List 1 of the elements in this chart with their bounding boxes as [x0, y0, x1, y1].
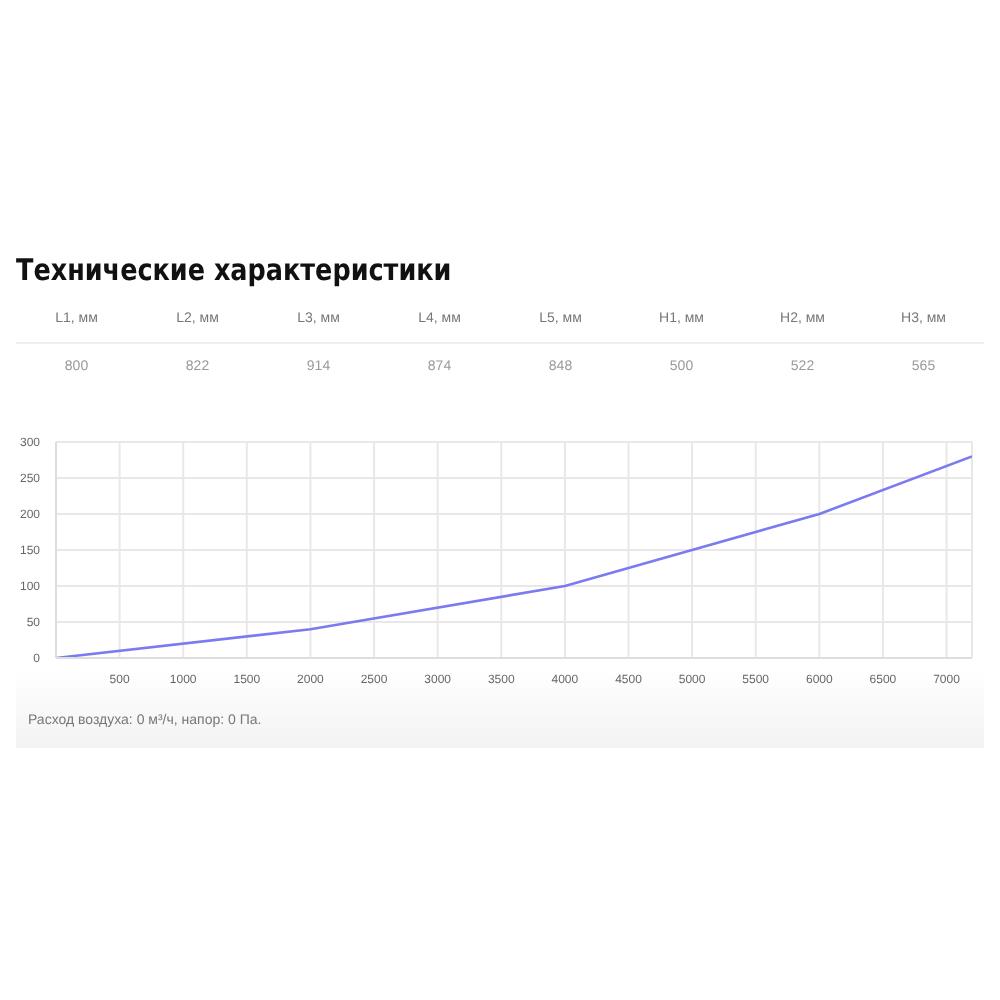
text: Технические характеристики [16, 252, 454, 288]
